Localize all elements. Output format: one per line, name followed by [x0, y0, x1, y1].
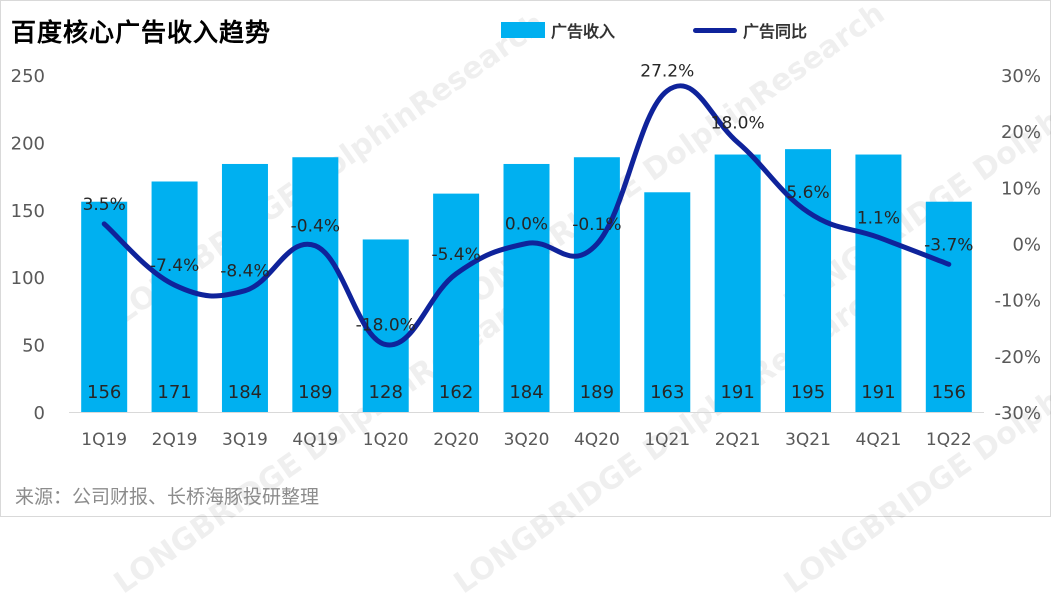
bar: [573, 157, 620, 412]
x-tick-label: 4Q20: [574, 430, 620, 450]
y-left-tick-label: 50: [22, 336, 45, 357]
bar-value-label: 195: [791, 382, 825, 403]
bar-value-label: 184: [228, 382, 262, 403]
bar: [292, 157, 339, 412]
y-right-tick-label: -10%: [994, 291, 1041, 312]
yoy-value-label: -7.4%: [150, 256, 199, 276]
x-tick-label: 3Q21: [785, 430, 831, 450]
y-left-tick-label: 0: [34, 403, 45, 424]
y-right-tick-label: -30%: [994, 403, 1041, 424]
x-tick-label: 1Q19: [81, 430, 127, 450]
bar-value-label: 191: [720, 382, 754, 403]
y-left-tick-label: 250: [11, 66, 45, 87]
bar: [714, 154, 761, 413]
bar: [503, 163, 550, 412]
yoy-point: [243, 289, 246, 292]
yoy-value-label: -3.7%: [924, 235, 973, 255]
yoy-point: [595, 243, 598, 246]
yoy-point: [736, 141, 739, 144]
x-tick-label: 3Q19: [222, 430, 268, 450]
bar-value-label: 184: [509, 382, 543, 403]
yoy-value-label: -5.4%: [431, 245, 480, 265]
x-tick-label: 1Q21: [644, 430, 690, 450]
yoy-point: [103, 222, 106, 225]
chart-plot: 0 50 100 150 200 250 -30% -20% -10% 0% 10% 20% 30% 15…: [11, 62, 1041, 450]
x-tick-label: 2Q19: [152, 430, 198, 450]
x-tick-label: 1Q22: [926, 430, 972, 450]
bar: [81, 201, 128, 412]
y-left-tick-label: 100: [11, 268, 45, 289]
bar-value-label: 163: [650, 382, 684, 403]
x-tick-label: 2Q20: [433, 430, 479, 450]
bar: [151, 181, 198, 412]
bar: [644, 192, 691, 412]
legend-swatch-bar: [501, 22, 545, 38]
y-right-tick-label: 20%: [1001, 122, 1041, 143]
yoy-value-label: -0.1%: [572, 215, 621, 235]
yoy-value-label: 1.1%: [857, 208, 900, 228]
y-right-tick-label: 0%: [1012, 235, 1041, 256]
bar-value-label: 191: [861, 382, 895, 403]
bar: [925, 201, 972, 412]
yoy-point: [525, 242, 528, 245]
chart-title: 百度核心广告收入趋势: [11, 18, 272, 47]
bar: [785, 149, 832, 412]
bar-value-label: 128: [369, 382, 403, 403]
y-left-tick-label: 200: [11, 133, 45, 154]
yoy-line: [101, 83, 952, 348]
yoy-point: [947, 263, 950, 266]
x-tick-label: 3Q20: [504, 430, 550, 450]
yoy-point: [666, 89, 669, 92]
source-note: 来源：公司财报、长桥海豚投研整理: [15, 486, 320, 508]
yoy-point: [384, 343, 387, 346]
y-right-tick-label: 10%: [1001, 178, 1041, 199]
bar-value-label: 171: [157, 382, 191, 403]
y-left-tick-label: 150: [11, 201, 45, 222]
yoy-value-label: -0.4%: [291, 217, 340, 237]
legend-item-yoy: 广告同比: [693, 18, 807, 42]
bar: [362, 239, 409, 412]
legend-label-revenue: 广告收入: [551, 22, 616, 41]
yoy-value-label: 5.6%: [786, 183, 829, 203]
x-tick-label: 4Q19: [292, 430, 338, 450]
bar: [433, 193, 480, 412]
yoy-point: [807, 211, 810, 214]
bar-value-label: 189: [298, 382, 332, 403]
bar: [221, 163, 268, 412]
legend-swatch-line: [693, 27, 738, 33]
y-right-tick-label: -20%: [994, 347, 1041, 368]
yoy-point: [173, 284, 176, 287]
bar: [855, 154, 902, 413]
yoy-value-label: -18.0%: [356, 316, 416, 336]
bar-value-label: 162: [439, 382, 473, 403]
bar-value-label: 189: [580, 382, 614, 403]
x-tick-label: 4Q21: [856, 430, 902, 450]
bar-value-label: 156: [932, 382, 966, 403]
yoy-point: [314, 244, 317, 247]
yoy-point: [877, 236, 880, 239]
y-right-tick-label: 30%: [1001, 66, 1041, 87]
yoy-point: [455, 272, 458, 275]
yoy-value-label: 0.0%: [505, 215, 548, 235]
yoy-value-label: 18.0%: [711, 113, 765, 133]
legend: 广告收入 广告同比: [501, 19, 885, 41]
legend-label-yoy: 广告同比: [743, 22, 808, 41]
yoy-value-label: 27.2%: [640, 62, 694, 82]
x-tick-label: 1Q20: [363, 430, 409, 450]
yoy-value-label: 3.5%: [83, 195, 126, 215]
yoy-value-label: -8.4%: [220, 262, 269, 282]
x-tick-label: 2Q21: [715, 430, 761, 450]
legend-item-revenue: 广告收入: [501, 18, 615, 42]
bar-value-label: 156: [87, 382, 121, 403]
